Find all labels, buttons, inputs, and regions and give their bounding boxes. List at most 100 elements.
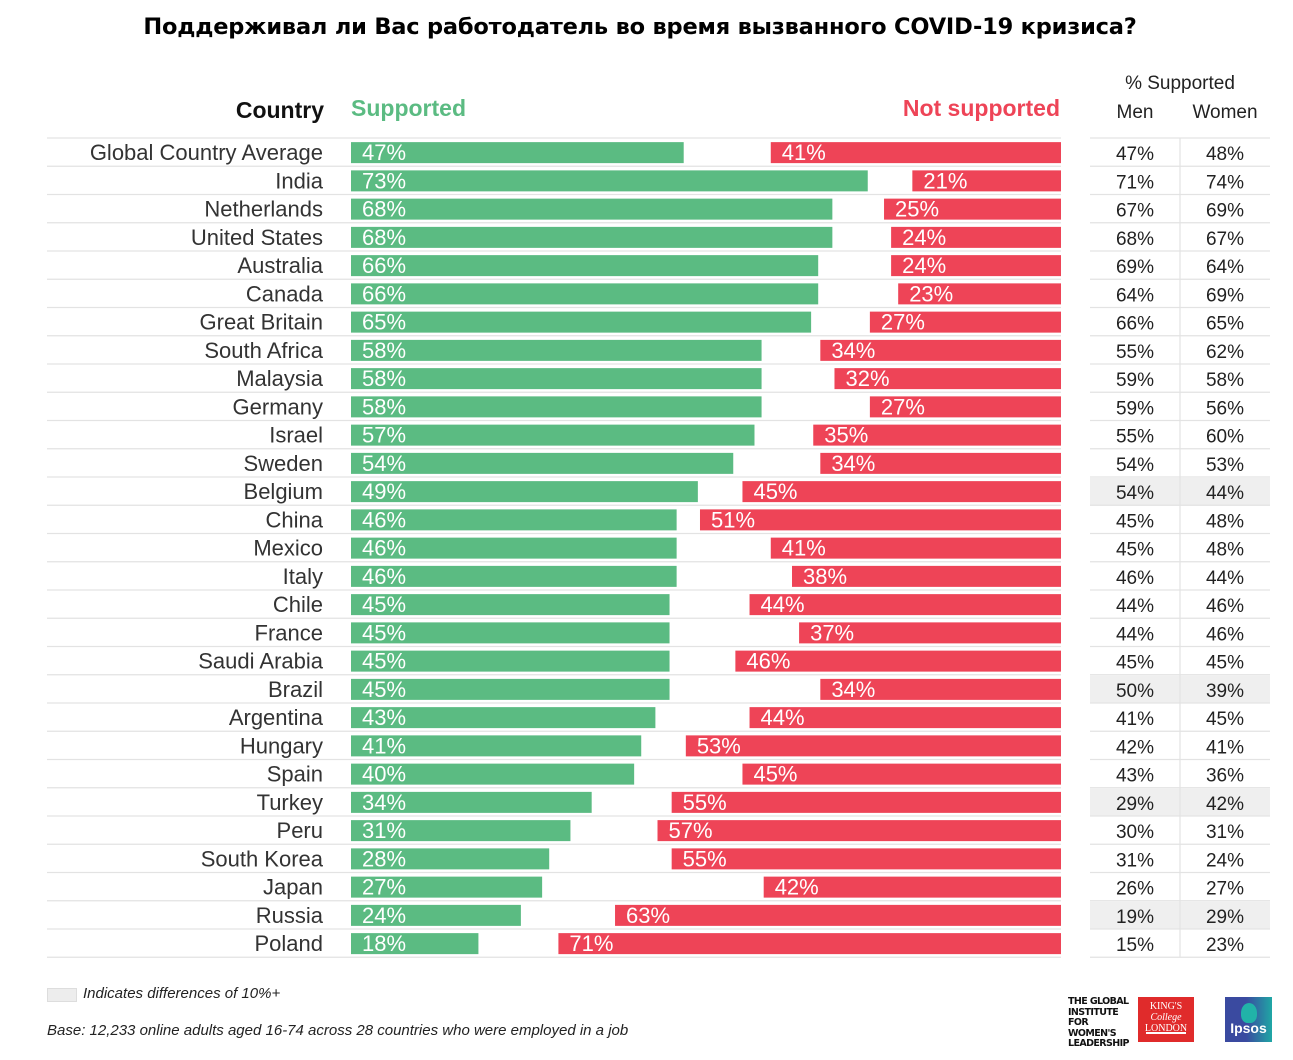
supported-value-label: 45% — [362, 677, 406, 702]
not-supported-bar — [891, 255, 1061, 277]
not-supported-value-label: 32% — [845, 366, 889, 391]
country-label: Japan — [263, 875, 323, 900]
men-value: 50% — [1116, 681, 1154, 702]
country-label: Canada — [246, 281, 324, 306]
supported-value-label: 40% — [362, 762, 406, 787]
highlight-legend-text: Indicates differences of 10%+ — [83, 985, 281, 1002]
country-label: Australia — [237, 253, 323, 278]
supported-bar — [351, 170, 868, 192]
country-label: Germany — [233, 394, 323, 419]
supported-value-label: 46% — [362, 564, 406, 589]
supported-value-label: 66% — [362, 281, 406, 306]
men-value: 44% — [1116, 596, 1154, 617]
women-value: 58% — [1206, 370, 1244, 391]
country-label: Mexico — [253, 536, 323, 561]
men-value: 68% — [1116, 229, 1154, 250]
supported-legend-label: Supported — [351, 95, 466, 121]
country-label: Israel — [269, 423, 323, 448]
women-value: 44% — [1206, 483, 1244, 504]
diverging-bar-chart: Global Country Average 47% 41% 47% 48% India 7… — [47, 137, 1270, 958]
supported-bar — [351, 368, 762, 390]
country-label: Netherlands — [204, 197, 323, 222]
supported-bar — [351, 678, 670, 700]
not-supported-bar — [813, 424, 1061, 446]
not-supported-value-label: 24% — [902, 225, 946, 250]
supported-value-label: 18% — [362, 931, 406, 956]
women-value: 53% — [1206, 455, 1244, 476]
supported-bar — [351, 763, 635, 785]
country-label: Hungary — [240, 733, 323, 758]
kcl-logo-line: College — [1150, 1012, 1182, 1023]
men-value: 15% — [1116, 935, 1154, 956]
supported-bar — [351, 339, 762, 361]
men-column-header: Men — [1116, 102, 1154, 123]
supported-value-label: 34% — [362, 790, 406, 815]
not-supported-value-label: 44% — [761, 592, 805, 617]
supported-value-label: 66% — [362, 253, 406, 278]
men-value: 69% — [1116, 257, 1154, 278]
country-label: Great Britain — [200, 310, 324, 335]
not-supported-value-label: 51% — [711, 507, 755, 532]
supported-bar — [351, 650, 670, 672]
not-supported-bar — [834, 368, 1061, 390]
women-value: 41% — [1206, 737, 1244, 758]
supported-bar — [351, 735, 642, 757]
not-supported-bar — [558, 933, 1061, 955]
country-label: Chile — [273, 592, 323, 617]
supported-value-label: 47% — [362, 140, 406, 165]
men-value: 66% — [1116, 314, 1154, 335]
country-label: South Africa — [204, 338, 323, 363]
men-value: 19% — [1116, 907, 1154, 928]
not-supported-value-label: 63% — [626, 903, 670, 928]
supported-bar — [351, 198, 833, 220]
men-value: 67% — [1116, 201, 1154, 222]
supported-value-label: 58% — [362, 394, 406, 419]
women-value: 48% — [1206, 511, 1244, 532]
women-value: 48% — [1206, 540, 1244, 561]
women-value: 36% — [1206, 766, 1244, 787]
supported-bar — [351, 481, 698, 503]
country-label: Spain — [267, 762, 323, 787]
country-label: Saudi Arabia — [198, 649, 324, 674]
men-value: 54% — [1116, 483, 1154, 504]
women-value: 62% — [1206, 342, 1244, 363]
ipsos-logo: Ipsos — [1225, 997, 1272, 1042]
giwl-logo-line: THE GLOBAL — [1068, 996, 1129, 1007]
not-supported-bar — [884, 198, 1061, 220]
not-supported-bar — [820, 678, 1061, 700]
supported-bar — [351, 452, 734, 474]
country-label: India — [275, 168, 323, 193]
not-supported-bar — [735, 650, 1061, 672]
women-column-header: Women — [1192, 102, 1258, 123]
women-value: 23% — [1206, 935, 1244, 956]
supported-bar — [351, 848, 550, 870]
country-label: Sweden — [243, 451, 323, 476]
not-supported-bar — [742, 481, 1061, 503]
men-value: 55% — [1116, 427, 1154, 448]
supported-bar — [351, 565, 677, 587]
chart-title: Поддерживал ли Вас работодатель во время… — [143, 14, 1137, 40]
men-value: 55% — [1116, 342, 1154, 363]
not-supported-value-label: 57% — [669, 818, 713, 843]
not-supported-value-label: 24% — [902, 253, 946, 278]
highlight-legend-swatch — [47, 988, 77, 1002]
not-supported-value-label: 42% — [775, 875, 819, 900]
women-value: 29% — [1206, 907, 1244, 928]
country-label: Turkey — [257, 790, 323, 815]
supported-bar — [351, 622, 670, 644]
not-supported-value-label: 21% — [923, 168, 967, 193]
country-label: Global Country Average — [90, 140, 323, 165]
not-supported-value-label: 55% — [683, 846, 727, 871]
men-value: 41% — [1116, 709, 1154, 730]
men-value: 59% — [1116, 398, 1154, 419]
not-supported-value-label: 45% — [753, 479, 797, 504]
not-supported-bar — [912, 170, 1061, 192]
not-supported-value-label: 71% — [569, 931, 613, 956]
not-supported-value-label: 46% — [746, 649, 790, 674]
kings-college-logo: KING'S College LONDON — [1138, 997, 1194, 1042]
not-supported-value-label: 35% — [824, 423, 868, 448]
supported-bar — [351, 509, 677, 531]
supported-bar — [351, 594, 670, 616]
not-supported-bar — [820, 339, 1061, 361]
not-supported-value-label: 45% — [753, 762, 797, 787]
